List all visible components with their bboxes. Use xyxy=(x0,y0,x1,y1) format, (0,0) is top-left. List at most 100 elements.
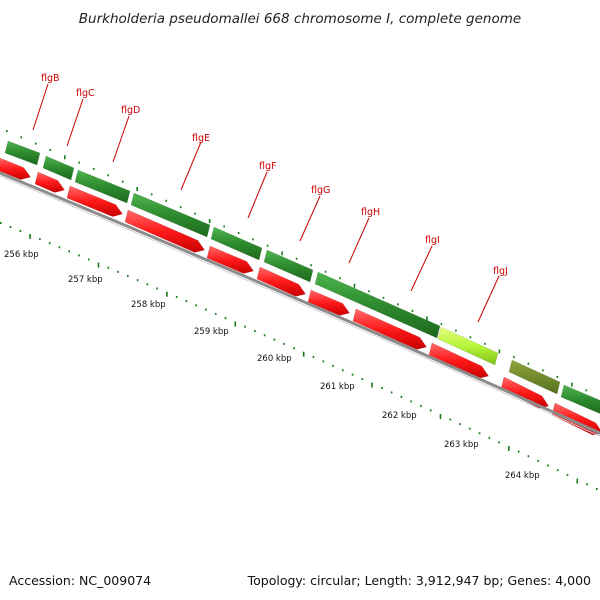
reverse-cds-arrow[interactable] xyxy=(124,209,205,253)
gene-label-flgC[interactable]: flgC xyxy=(76,88,95,99)
forward-gene-block[interactable] xyxy=(437,326,499,366)
reverse-cds-arrow[interactable] xyxy=(307,289,350,316)
minor-tick xyxy=(0,222,2,224)
gene-label-flgI[interactable]: flgI xyxy=(425,235,440,246)
gene-label-flgJ[interactable]: flgJ xyxy=(493,266,508,277)
major-tick xyxy=(576,478,579,484)
minor-tick xyxy=(273,338,276,341)
tick-mark xyxy=(281,251,283,256)
tick-mark xyxy=(179,206,182,209)
map-title: Burkholderia pseudomallei 668 chromosome… xyxy=(79,11,521,27)
gene-leader-line xyxy=(410,245,433,292)
minor-tick xyxy=(293,347,295,350)
major-tick xyxy=(166,291,168,297)
gene-label-flgF[interactable]: flgF xyxy=(259,161,276,172)
gene-leader-line xyxy=(66,98,84,147)
tick-mark xyxy=(324,270,327,273)
tick-mark xyxy=(295,257,298,260)
minor-tick xyxy=(156,287,158,290)
tick-mark xyxy=(556,375,559,378)
gene-leader-line xyxy=(477,275,500,323)
kbp-label: 257 kbp xyxy=(68,275,103,285)
reverse-cds-arrow[interactable] xyxy=(0,157,32,180)
forward-gene-track xyxy=(4,140,600,414)
major-tick xyxy=(439,413,442,419)
minor-tick xyxy=(146,283,149,286)
gene-label-flgE[interactable]: flgE xyxy=(192,133,210,144)
gene-leader-line xyxy=(32,83,49,131)
forward-gene-block[interactable] xyxy=(4,140,41,166)
gene-leader-line xyxy=(247,171,268,219)
tick-mark xyxy=(121,180,124,183)
forward-gene-block[interactable] xyxy=(130,192,211,238)
forward-gene-block[interactable] xyxy=(560,384,600,414)
tick-mark xyxy=(194,212,196,215)
kbp-label: 261 kbp xyxy=(320,382,355,392)
minor-tick xyxy=(322,360,325,363)
kbp-scale: 256 kbp 257 kbp 258 kbp 259 kbp 260 kbp … xyxy=(4,250,540,481)
tick-mark xyxy=(542,369,544,372)
tick-mark xyxy=(6,130,8,132)
forward-gene-block[interactable] xyxy=(210,226,263,261)
minor-tick xyxy=(537,459,539,462)
minor-tick xyxy=(185,300,188,303)
minor-tick xyxy=(39,238,41,241)
minor-tick xyxy=(527,455,530,458)
reverse-cds-arrow[interactable] xyxy=(428,342,489,379)
minor-ticks-outer xyxy=(6,130,588,392)
reverse-cds-arrow[interactable] xyxy=(34,171,65,193)
minor-tick xyxy=(136,279,139,282)
minor-tick xyxy=(400,395,403,398)
minor-tick xyxy=(254,329,256,332)
gene-label-flgB[interactable]: flgB xyxy=(41,73,60,84)
kbp-label: 263 kbp xyxy=(444,440,479,450)
minor-tick xyxy=(263,334,266,337)
reverse-cds-arrow[interactable] xyxy=(206,245,254,274)
minor-tick xyxy=(468,427,471,430)
minor-tick xyxy=(381,386,383,389)
minor-tick xyxy=(224,317,227,320)
minor-tick xyxy=(556,469,559,472)
tick-mark xyxy=(397,303,399,306)
minor-tick xyxy=(410,400,412,403)
minor-tick xyxy=(9,226,12,229)
minor-tick xyxy=(517,450,520,453)
reverse-cds-arrow[interactable] xyxy=(352,308,427,350)
major-tick xyxy=(29,234,31,240)
minor-tick xyxy=(78,254,80,257)
minor-tick xyxy=(205,308,207,311)
tick-mark xyxy=(49,148,52,151)
minor-tick xyxy=(341,369,344,372)
gene-leader-line xyxy=(299,195,321,242)
minor-tick xyxy=(214,312,217,315)
tick-mark xyxy=(455,329,457,332)
tick-mark xyxy=(20,136,23,139)
forward-gene-block[interactable] xyxy=(263,249,314,283)
reverse-cds-arrow[interactable] xyxy=(256,266,306,297)
gene-label-flgG[interactable]: flgG xyxy=(311,185,330,196)
gene-label-flgH[interactable]: flgH xyxy=(361,207,380,218)
reverse-cds-arrow[interactable] xyxy=(66,185,124,217)
backbone-line xyxy=(0,171,600,435)
forward-gene-block[interactable] xyxy=(508,359,561,395)
forward-gene-block[interactable] xyxy=(74,169,131,204)
accession-text: Accession: NC_009074 xyxy=(9,573,151,588)
minor-tick xyxy=(488,436,491,439)
forward-gene-block[interactable] xyxy=(314,271,441,339)
tick-mark xyxy=(498,349,501,354)
forward-gene-block[interactable] xyxy=(42,155,75,181)
tick-mark xyxy=(150,193,153,196)
minor-tick xyxy=(244,325,246,328)
minor-tick xyxy=(459,423,461,426)
tick-mark xyxy=(136,187,138,192)
gene-labels: flgB flgC flgD flgE flgF flgG flgH flgI … xyxy=(32,73,508,323)
scale-ticks xyxy=(0,222,598,490)
minor-tick xyxy=(127,274,129,277)
tick-mark xyxy=(92,167,95,170)
minor-tick xyxy=(332,364,334,367)
tick-mark xyxy=(382,296,385,299)
gene-label-flgD[interactable]: flgD xyxy=(121,105,140,116)
minor-tick xyxy=(498,441,500,444)
major-tick xyxy=(508,445,510,451)
